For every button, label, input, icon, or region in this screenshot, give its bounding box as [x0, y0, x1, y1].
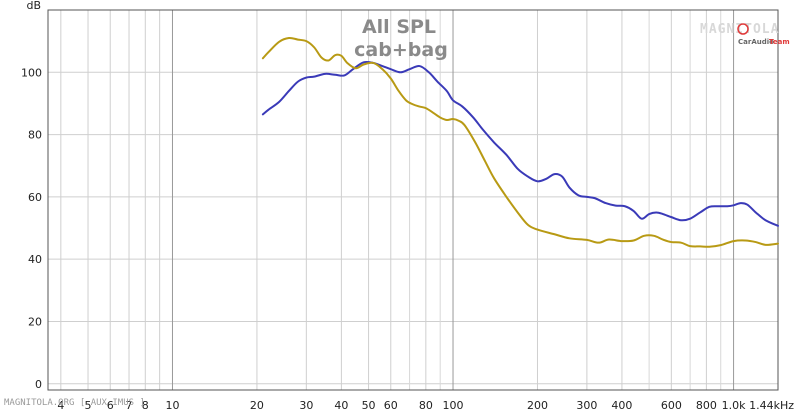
y-tick-label: 0 — [35, 378, 42, 391]
plot-frame — [47, 9, 779, 391]
y-tick-label: 40 — [28, 253, 42, 266]
x-tick-label: 6 — [107, 399, 114, 412]
x-tick-label: 10 — [165, 399, 179, 412]
chart-subtitle: cab+bag — [354, 39, 448, 61]
logo-sub-right: Team — [769, 38, 790, 46]
logo-sub-left: CarAudio — [738, 38, 774, 46]
x-tick-label: 100 — [443, 399, 464, 412]
y-tick-label: 20 — [28, 315, 42, 328]
magnitola-logo: MAGNITOLA CarAudio Team — [700, 22, 790, 46]
x-tick-label: 8 — [142, 399, 149, 412]
x-tick-label: 40 — [334, 399, 348, 412]
x-tick-label: 1.0k — [722, 399, 746, 412]
y-tick-label: 60 — [28, 191, 42, 204]
x-tick-label: 600 — [661, 399, 682, 412]
x-tick-label: 60 — [384, 399, 398, 412]
y-tick-label: 80 — [28, 129, 42, 142]
y-tick-label: 100 — [21, 66, 42, 79]
logo-brand-text: MAGNITOLA — [700, 22, 779, 37]
x-tick-label: 5 — [85, 399, 92, 412]
chart-title: All SPL — [362, 16, 436, 38]
y-axis-unit: dB — [26, 0, 41, 12]
series — [261, 36, 779, 248]
logo-q-icon — [737, 23, 749, 35]
axes: 0 20 40 60 80 100 4 5 6 7 8 10 20 30 40 50 60 80 100 200 300… — [21, 9, 794, 412]
series-line-2 — [261, 36, 779, 248]
x-tick-label: 1.44kHz — [749, 399, 794, 412]
x-tick-label: 400 — [611, 399, 632, 412]
x-tick-label: 200 — [527, 399, 548, 412]
grid — [48, 10, 779, 390]
x-tick-label: 20 — [250, 399, 264, 412]
x-tick-label: 30 — [299, 399, 313, 412]
x-tick-label: 7 — [126, 399, 133, 412]
x-tick-label: 80 — [419, 399, 433, 412]
x-tick-label: 300 — [576, 399, 597, 412]
series-line-1 — [261, 60, 779, 227]
x-tick-label: 800 — [696, 399, 717, 412]
x-tick-label: 50 — [362, 399, 376, 412]
x-tick-label: 4 — [57, 399, 64, 412]
plot-area — [48, 10, 778, 390]
footer-watermark: MAGNITOLA.ORG [ AUX IMUS ] — [4, 398, 145, 408]
